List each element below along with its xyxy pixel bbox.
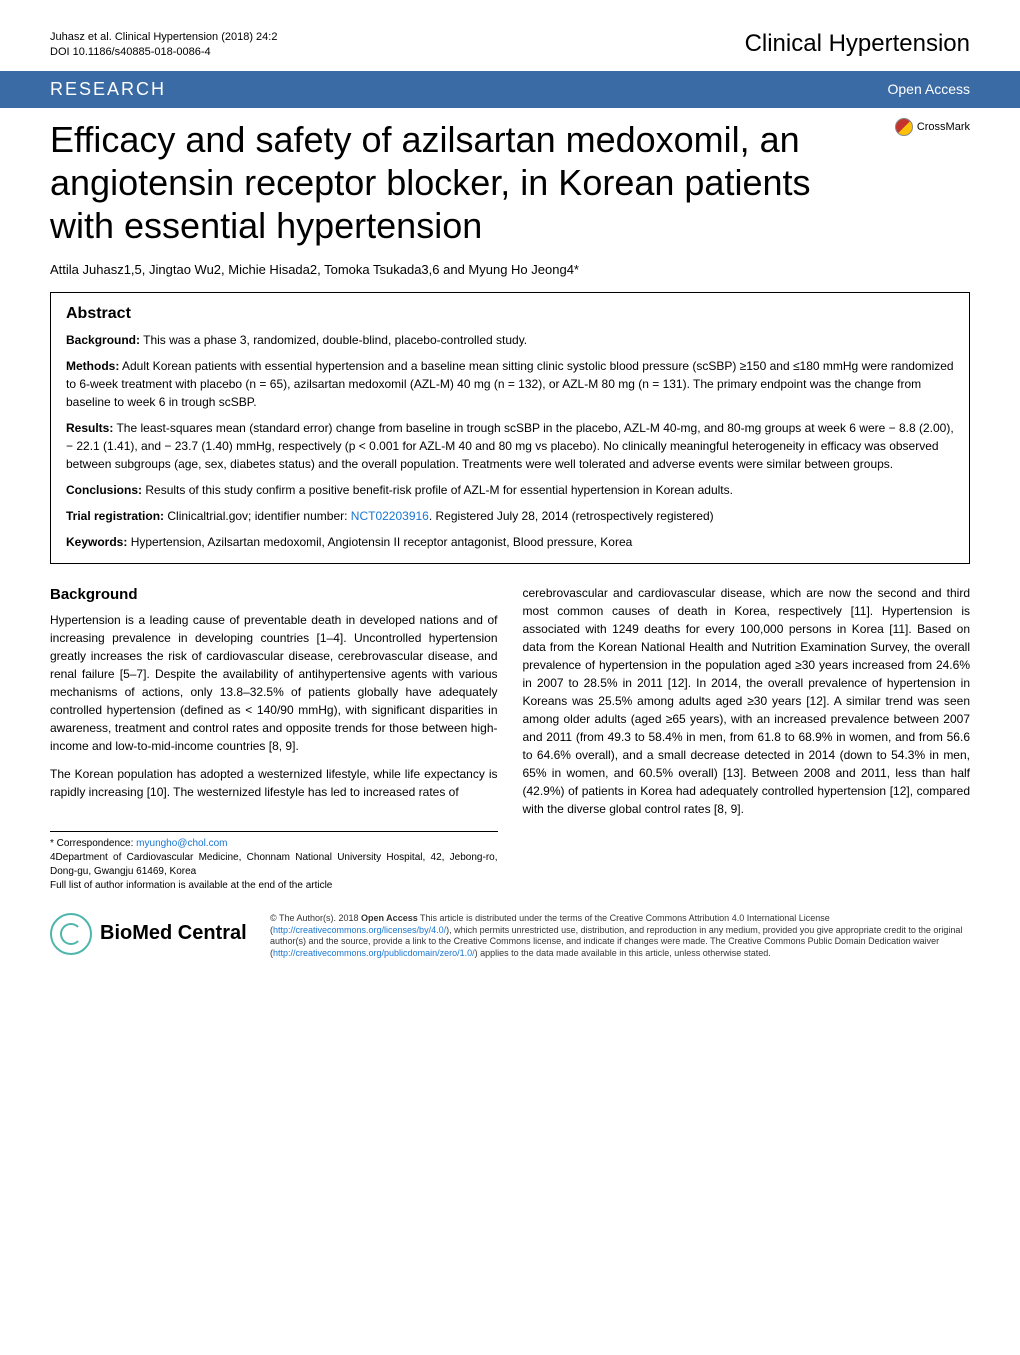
abstract-trial-label: Trial registration:	[66, 509, 164, 523]
journal-name: Clinical Hypertension	[745, 30, 970, 58]
abstract-keywords-label: Keywords:	[66, 535, 127, 549]
page-footer: BioMed Central © The Author(s). 2018 Ope…	[50, 913, 970, 960]
crossmark-icon	[895, 118, 913, 136]
abstract-conclusions-label: Conclusions:	[66, 483, 142, 497]
biomed-central-logo[interactable]: BioMed Central	[50, 913, 250, 955]
right-column: cerebrovascular and cardiovascular disea…	[523, 584, 971, 893]
abstract-conclusions: Conclusions: Results of this study confi…	[66, 481, 954, 499]
abstract-background: Background: This was a phase 3, randomiz…	[66, 331, 954, 349]
license-before: © The Author(s). 2018	[270, 913, 361, 923]
license-bold: Open Access	[361, 913, 418, 923]
abstract-background-label: Background:	[66, 333, 140, 347]
bmc-circle-icon	[50, 913, 92, 955]
abstract-trial-before: Clinicaltrial.gov; identifier number:	[164, 509, 351, 523]
left-column: Background Hypertension is a leading cau…	[50, 584, 498, 893]
license-link[interactable]: http://creativecommons.org/publicdomain/…	[273, 948, 475, 958]
body-paragraph: cerebrovascular and cardiovascular disea…	[523, 584, 971, 818]
bmc-central: Central	[172, 922, 246, 944]
research-bar: RESEARCH Open Access	[0, 71, 1020, 108]
body-columns: Background Hypertension is a leading cau…	[0, 584, 1020, 893]
correspondence-email[interactable]: myungho@chol.com	[136, 838, 227, 849]
license-text: © The Author(s). 2018 Open Access This a…	[270, 913, 970, 960]
article-title: Efficacy and safety of azilsartan medoxo…	[50, 118, 970, 248]
abstract-conclusions-text: Results of this study confirm a positive…	[142, 483, 733, 497]
crossmark-text: CrossMark	[917, 121, 970, 133]
bmc-bio: BioMed	[100, 922, 172, 944]
correspondence-prefix: * Correspondence:	[50, 838, 136, 849]
license-link[interactable]: http://creativecommons.org/licenses/by/4…	[273, 925, 446, 935]
correspondence-affiliation: 4Department of Cardiovascular Medicine, …	[50, 851, 498, 879]
bmc-text: BioMed Central	[100, 922, 247, 945]
authors-line: Attila Juhasz1,5, Jingtao Wu2, Michie Hi…	[0, 262, 1020, 292]
crossmark-badge[interactable]: CrossMark	[895, 118, 970, 136]
correspondence-line: * Correspondence: myungho@chol.com	[50, 837, 498, 851]
abstract-methods: Methods: Adult Korean patients with esse…	[66, 357, 954, 411]
correspondence-block: * Correspondence: myungho@chol.com 4Depa…	[50, 831, 498, 893]
abstract-background-text: This was a phase 3, randomized, double-b…	[140, 333, 527, 347]
page-header: Juhasz et al. Clinical Hypertension (201…	[0, 0, 1020, 71]
license-after: ) applies to the data made available in …	[475, 948, 771, 958]
doi: DOI 10.1186/s40885-018-0086-4	[50, 45, 277, 60]
abstract-trial: Trial registration: Clinicaltrial.gov; i…	[66, 507, 954, 525]
open-access-label: Open Access	[888, 81, 971, 97]
abstract-methods-label: Methods:	[66, 359, 119, 373]
body-paragraph: The Korean population has adopted a west…	[50, 765, 498, 801]
abstract-keywords: Keywords: Hypertension, Azilsartan medox…	[66, 533, 954, 551]
abstract-results-label: Results:	[66, 421, 113, 435]
trial-registration-link[interactable]: NCT02203916	[351, 509, 429, 523]
correspondence-note: Full list of author information is avail…	[50, 879, 498, 893]
abstract-results-text: The least-squares mean (standard error) …	[66, 421, 954, 471]
abstract-methods-text: Adult Korean patients with essential hyp…	[66, 359, 954, 409]
abstract-trial-after: . Registered July 28, 2014 (retrospectiv…	[429, 509, 714, 523]
research-label: RESEARCH	[50, 79, 166, 100]
citation-block: Juhasz et al. Clinical Hypertension (201…	[50, 30, 277, 61]
citation: Juhasz et al. Clinical Hypertension (201…	[50, 30, 277, 45]
title-section: CrossMark Efficacy and safety of azilsar…	[0, 108, 1020, 263]
background-heading: Background	[50, 584, 498, 607]
abstract-results: Results: The least-squares mean (standar…	[66, 419, 954, 473]
abstract-box: Abstract Background: This was a phase 3,…	[50, 292, 970, 564]
abstract-heading: Abstract	[66, 305, 954, 323]
body-paragraph: Hypertension is a leading cause of preve…	[50, 611, 498, 755]
abstract-keywords-text: Hypertension, Azilsartan medoxomil, Angi…	[127, 535, 632, 549]
